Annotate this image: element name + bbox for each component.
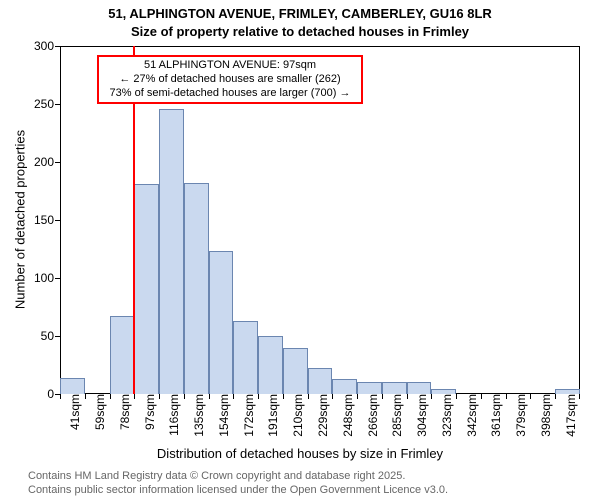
reference-callout: 51 ALPHINGTON AVENUE: 97sqm← 27% of deta…	[97, 55, 363, 104]
x-tick-label: 304sqm	[413, 394, 429, 437]
x-tick	[308, 394, 309, 399]
x-tick-label: 78sqm	[116, 394, 132, 430]
histogram-bar	[184, 183, 209, 394]
axis-border	[60, 46, 61, 394]
x-tick	[332, 394, 333, 399]
x-tick	[579, 394, 580, 399]
x-tick-label: 229sqm	[314, 394, 330, 437]
histogram-bar	[382, 382, 407, 394]
chart-title-line-1: 51, ALPHINGTON AVENUE, FRIMLEY, CAMBERLE…	[0, 6, 600, 21]
x-axis-label: Distribution of detached houses by size …	[0, 446, 600, 461]
y-tick-label: 250	[34, 97, 60, 111]
axis-border	[579, 46, 580, 394]
callout-line: ← 27% of detached houses are smaller (26…	[103, 73, 357, 87]
x-tick	[555, 394, 556, 399]
x-tick-label: 398sqm	[537, 394, 553, 437]
x-tick-label: 342sqm	[463, 394, 479, 437]
x-tick-label: 59sqm	[91, 394, 107, 430]
x-tick	[85, 394, 86, 399]
histogram-bar	[258, 336, 283, 394]
x-tick-label: 97sqm	[141, 394, 157, 430]
footer-line-2: Contains public sector information licen…	[0, 484, 600, 496]
x-tick-label: 361sqm	[487, 394, 503, 437]
x-tick	[456, 394, 457, 399]
x-tick	[134, 394, 135, 399]
footer-line-1: Contains HM Land Registry data © Crown c…	[0, 470, 600, 482]
x-tick-label: 191sqm	[264, 394, 280, 437]
callout-line: 51 ALPHINGTON AVENUE: 97sqm	[103, 59, 357, 73]
x-tick	[209, 394, 210, 399]
x-tick-label: 285sqm	[388, 394, 404, 437]
histogram-bar	[233, 321, 258, 394]
y-tick-label: 300	[34, 39, 60, 53]
histogram-bar	[357, 382, 382, 394]
y-tick-label: 200	[34, 155, 60, 169]
histogram-bar	[308, 368, 333, 394]
x-tick-label: 248sqm	[339, 394, 355, 437]
x-tick	[110, 394, 111, 399]
property-size-histogram: 51, ALPHINGTON AVENUE, FRIMLEY, CAMBERLE…	[0, 0, 600, 500]
x-tick-label: 323sqm	[438, 394, 454, 437]
y-tick-label: 100	[34, 271, 60, 285]
histogram-bar	[283, 348, 308, 394]
x-tick	[506, 394, 507, 399]
x-tick-label: 210sqm	[289, 394, 305, 437]
callout-line: 73% of semi-detached houses are larger (…	[103, 87, 357, 101]
x-tick	[357, 394, 358, 399]
x-tick	[431, 394, 432, 399]
x-tick-label: 41sqm	[66, 394, 82, 430]
x-tick	[481, 394, 482, 399]
histogram-bar	[110, 316, 135, 394]
x-tick-label: 417sqm	[562, 394, 578, 437]
y-axis-label: Number of detached properties	[13, 120, 28, 320]
x-tick	[159, 394, 160, 399]
x-tick	[258, 394, 259, 399]
x-tick-label: 116sqm	[165, 394, 181, 436]
axis-border	[60, 46, 580, 47]
histogram-bar	[134, 184, 159, 394]
histogram-bar	[332, 379, 357, 394]
x-tick	[233, 394, 234, 399]
x-tick-label: 379sqm	[512, 394, 528, 437]
y-tick-label: 50	[41, 329, 60, 343]
histogram-bar	[159, 109, 184, 394]
histogram-bar	[60, 378, 85, 394]
x-tick-label: 154sqm	[215, 394, 231, 437]
histogram-bar	[407, 382, 432, 394]
x-tick-label: 135sqm	[190, 394, 206, 437]
y-tick-label: 0	[47, 387, 60, 401]
x-tick	[530, 394, 531, 399]
x-tick	[184, 394, 185, 399]
y-tick-label: 150	[34, 213, 60, 227]
x-tick	[382, 394, 383, 399]
chart-title-line-2: Size of property relative to detached ho…	[0, 24, 600, 39]
x-tick-label: 172sqm	[240, 394, 256, 437]
x-tick	[283, 394, 284, 399]
x-tick-label: 266sqm	[364, 394, 380, 437]
histogram-bar	[209, 251, 234, 394]
x-tick	[407, 394, 408, 399]
x-tick	[60, 394, 61, 399]
